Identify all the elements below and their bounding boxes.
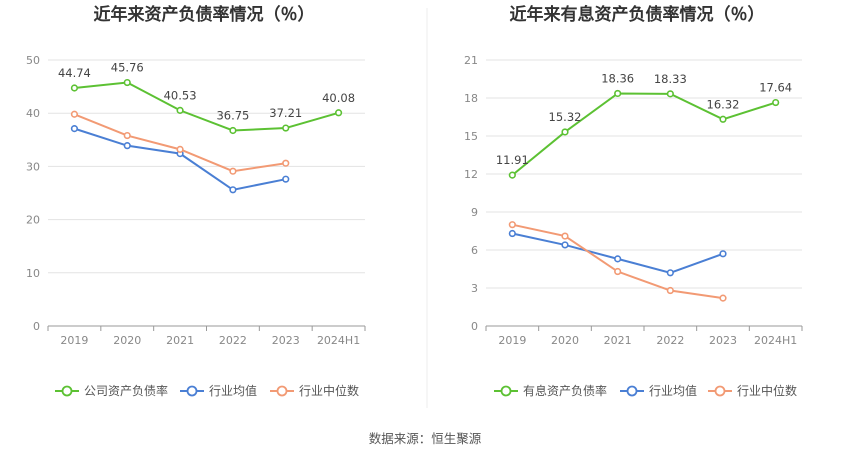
data-point: [666, 286, 674, 295]
y-tick-label: 6: [471, 244, 478, 257]
y-tick-label: 50: [26, 54, 40, 67]
data-point: [229, 186, 237, 194]
x-tick-label: 2021: [166, 334, 194, 347]
data-point: [508, 221, 516, 229]
data-point: [123, 142, 131, 150]
y-tick-label: 0: [471, 320, 478, 333]
y-tick-label: 20: [26, 214, 40, 227]
y-tick-label: 12: [464, 168, 478, 181]
data-point: [772, 98, 780, 107]
legend-marker: [714, 385, 726, 397]
data-point: [666, 269, 674, 277]
data-point: [614, 255, 622, 263]
y-tick-label: 30: [26, 160, 40, 173]
legend-label: 公司资产负债率: [84, 383, 168, 398]
data-point: [508, 229, 516, 238]
data-label: 15.32: [549, 110, 582, 124]
y-tick-label: 40: [26, 107, 40, 120]
data-label: 18.36: [601, 71, 634, 85]
x-tick-label: 2019: [60, 334, 88, 347]
legend-label: 行业均值: [649, 383, 697, 398]
data-label: 40.53: [164, 88, 197, 102]
data-point: [70, 125, 79, 133]
data-label: 18.33: [654, 72, 687, 86]
chart-title: 近年来资产负债率情况（％）: [94, 4, 315, 25]
data-label: 45.76: [111, 61, 144, 75]
data-label: 36.75: [216, 108, 249, 122]
data-point: [561, 128, 569, 136]
data-point: [282, 124, 290, 132]
data-point: [561, 241, 569, 249]
x-tick-label: 2024H1: [317, 334, 360, 347]
series-line-有息资产负债率: [511, 92, 776, 176]
x-tick-label: 2020: [113, 334, 141, 347]
y-tick-label: 9: [471, 206, 478, 219]
y-tick-label: 21: [464, 54, 478, 67]
data-point: [334, 109, 343, 117]
data-point: [614, 267, 622, 276]
data-point: [176, 145, 184, 153]
data-point: [229, 167, 237, 175]
x-tick-label: 2021: [604, 334, 632, 347]
data-point: [123, 131, 131, 140]
data-label: 40.08: [322, 91, 355, 105]
y-tick-label: 3: [471, 282, 478, 295]
data-point: [176, 106, 184, 114]
chart-title: 近年来有息资产负债率情况（％）: [510, 4, 765, 25]
data-label: 17.64: [759, 81, 792, 95]
data-label: 16.32: [707, 97, 740, 111]
data-point: [229, 126, 237, 135]
data-point: [719, 115, 727, 123]
data-point: [719, 294, 727, 302]
series-line-公司资产负债率: [74, 81, 339, 132]
x-tick-label: 2023: [709, 334, 737, 347]
data-point: [614, 89, 622, 98]
legend-marker: [186, 385, 198, 397]
legend-marker: [61, 385, 73, 397]
debt-ratio-chart: 近年来资产负债率情况（％） 0 10 20 30 40 50 2019 2020 2021 2022…: [26, 4, 366, 398]
x-tick-label: 2019: [498, 334, 526, 347]
data-point: [508, 171, 516, 179]
data-point: [666, 90, 674, 98]
interest-bearing-debt-ratio-chart: 近年来有息资产负债率情况（％） 0 3 6 9 12 15 18 21 2019 2020 2021 2…: [464, 4, 803, 398]
data-point: [70, 110, 79, 118]
data-point: [282, 159, 290, 167]
data-point: [123, 78, 131, 87]
x-tick-label: 2022: [656, 334, 684, 347]
x-tick-label: 2022: [219, 334, 247, 347]
y-tick-label: 0: [33, 320, 40, 333]
y-tick-label: 15: [464, 130, 478, 143]
legend-label: 有息资产负债率: [523, 383, 607, 398]
data-point: [561, 232, 569, 240]
data-point: [719, 250, 727, 258]
data-label: 37.21: [269, 106, 302, 120]
y-tick-label: 10: [26, 267, 40, 280]
data-source: 数据来源：恒生聚源: [369, 431, 482, 446]
series-line-行业中位数: [74, 113, 286, 173]
series-line-行业均值: [512, 232, 724, 274]
legend-label: 行业中位数: [737, 383, 797, 398]
legend-marker: [500, 385, 512, 397]
x-tick-label: 2023: [272, 334, 300, 347]
legend-marker: [626, 385, 638, 397]
y-tick-label: 18: [464, 92, 478, 105]
data-point: [70, 84, 79, 92]
x-tick-label: 2020: [551, 334, 579, 347]
legend-label: 行业中位数: [299, 383, 359, 398]
legend-label: 行业均值: [209, 383, 257, 398]
x-tick-label: 2024H1: [754, 334, 797, 347]
data-label: 11.91: [496, 153, 529, 167]
data-point: [282, 175, 290, 183]
series-line-行业均值: [74, 127, 286, 191]
data-label: 44.74: [58, 66, 91, 80]
legend-marker: [276, 385, 288, 397]
